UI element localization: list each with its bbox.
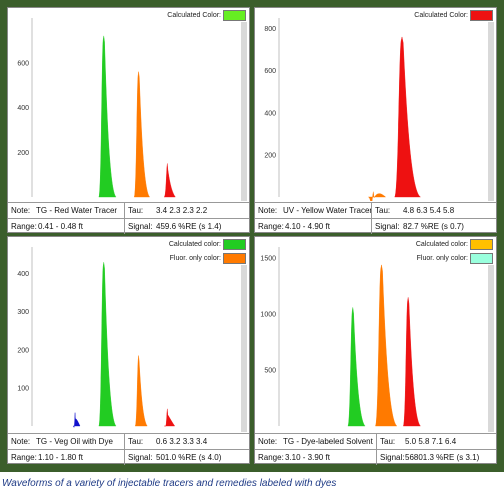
scrollbar[interactable] xyxy=(488,22,494,201)
y-tick-label: 200 xyxy=(17,347,29,354)
signal-label: Signal: xyxy=(128,222,153,231)
waveform-peak xyxy=(72,412,81,428)
y-tick-label: 200 xyxy=(17,150,29,157)
signal-value: 459.6 %RE (s 1.4) xyxy=(156,222,222,231)
figure-caption: Waveforms of a variety of injectable tra… xyxy=(2,478,337,489)
note-value: TG - Veg Oil with Dye xyxy=(36,437,113,446)
waveform-peak xyxy=(368,191,387,201)
range-row: Range: 1.10 - 1.80 ft Signal: 501.0 %RE … xyxy=(8,449,249,465)
y-tick-label: 600 xyxy=(17,60,29,67)
fluor-only-color-swatch xyxy=(223,253,246,264)
calculated-color-label: Calculated color: xyxy=(168,241,221,248)
range-label: Range: xyxy=(258,453,284,462)
y-tick-label: 300 xyxy=(17,309,29,316)
note-row: Note: TG - Veg Oil with Dye Tau: 0.6 3.2… xyxy=(8,433,249,449)
tau-value: 5.0 5.8 7.1 6.4 xyxy=(405,437,457,446)
y-tick-label: 800 xyxy=(264,26,276,33)
waveform-chart: 200 400 600 800 xyxy=(264,18,422,201)
range-value: 1.10 - 1.80 ft xyxy=(38,453,83,462)
note-value: UV - Yellow Water Tracer xyxy=(283,206,373,215)
note-row: Note: TG - Dye-labeled Solvent Tau: 5.0 … xyxy=(255,433,496,449)
tau-label: Tau: xyxy=(128,437,144,446)
signal-label: Signal: xyxy=(128,453,153,462)
waveform-peak xyxy=(347,307,366,427)
y-tick-label: 400 xyxy=(264,110,276,117)
calculated-color-label: Calculated Color: xyxy=(167,12,221,19)
range-label: Range: xyxy=(258,222,284,231)
signal-value: 82.7 %RE (s 0.7) xyxy=(403,222,464,231)
note-label: Note: xyxy=(258,206,278,215)
y-tick-label: 500 xyxy=(264,368,276,375)
tau-label: Tau: xyxy=(375,206,391,215)
y-tick-label: 400 xyxy=(17,271,29,278)
waveform-peak xyxy=(375,264,398,427)
note-label: Note: xyxy=(11,437,31,446)
range-label: Range: xyxy=(11,222,37,231)
waveform-peak xyxy=(98,262,117,427)
tau-value: 4.8 6.3 5.4 5.8 xyxy=(403,206,455,215)
y-tick-label: 100 xyxy=(17,385,29,392)
calculated-color-swatch xyxy=(223,10,246,21)
y-tick-label: 600 xyxy=(264,68,276,75)
waveform-panel-2: 200 400 600 800 Calculated Color: Note: UV … xyxy=(254,7,497,234)
note-value: TG - Dye-labeled Solvent xyxy=(283,437,373,446)
tau-label: Tau: xyxy=(380,437,396,446)
range-value: 4.10 - 4.90 ft xyxy=(285,222,330,231)
fluor-only-color-label: Fluor. only color: xyxy=(416,255,468,262)
waveform-chart: 100 200 300 400 xyxy=(17,247,176,428)
calculated-color-swatch xyxy=(470,239,493,250)
waveform-peak xyxy=(133,71,151,198)
waveform-panel-3: 100 200 300 400 Calculated color: Fluor. on… xyxy=(7,236,250,465)
signal-label: Signal: xyxy=(375,222,400,231)
range-value: 3.10 - 3.90 ft xyxy=(285,453,330,462)
calculated-color-swatch xyxy=(223,239,246,250)
waveform-plot: 100 200 300 400 xyxy=(8,237,249,430)
note-row: Note: TG - Red Water Tracer Tau: 3.4 2.3… xyxy=(8,202,249,218)
signal-label: Signal: xyxy=(380,453,405,462)
scrollbar[interactable] xyxy=(241,265,247,432)
signal-value: 56801.3 %RE (s 3.1) xyxy=(405,453,480,462)
waveform-peak xyxy=(394,36,422,198)
scrollbar[interactable] xyxy=(488,265,494,432)
waveform-panel-1: 200 400 600 Calculated Color: Note: TG - R… xyxy=(7,7,250,234)
y-tick-label: 1500 xyxy=(260,256,276,263)
tau-label: Tau: xyxy=(128,206,144,215)
scrollbar[interactable] xyxy=(241,22,247,201)
y-tick-label: 400 xyxy=(17,105,29,112)
waveform-peak xyxy=(163,163,176,198)
waveform-plot: 500 1000 1500 xyxy=(255,237,496,430)
waveform-peak xyxy=(134,355,148,427)
y-tick-label: 1000 xyxy=(260,312,276,319)
range-row: Range: 3.10 - 3.90 ft Signal: 56801.3 %R… xyxy=(255,449,496,465)
fluor-only-color-label: Fluor. only color: xyxy=(169,255,221,262)
range-row: Range: 0.41 - 0.48 ft Signal: 459.6 %RE … xyxy=(8,218,249,234)
note-label: Note: xyxy=(258,437,278,446)
waveform-chart: 200 400 600 xyxy=(17,18,176,198)
note-row: Note: UV - Yellow Water Tracer Tau: 4.8 … xyxy=(255,202,496,218)
note-label: Note: xyxy=(11,206,31,215)
waveform-chart: 500 1000 1500 xyxy=(260,247,421,427)
waveform-peak xyxy=(98,35,117,198)
tau-value: 3.4 2.3 2.3 2.2 xyxy=(156,206,208,215)
range-row: Range: 4.10 - 4.90 ft Signal: 82.7 %RE (… xyxy=(255,218,496,234)
range-value: 0.41 - 0.48 ft xyxy=(38,222,83,231)
waveform-plot: 200 400 600 xyxy=(8,8,249,201)
range-label: Range: xyxy=(11,453,37,462)
signal-value: 501.0 %RE (s 4.0) xyxy=(156,453,222,462)
note-value: TG - Red Water Tracer xyxy=(36,206,118,215)
calculated-color-swatch xyxy=(470,10,493,21)
calculated-color-label: Calculated color: xyxy=(415,241,468,248)
y-tick-label: 200 xyxy=(264,152,276,159)
tau-value: 0.6 3.2 3.3 3.4 xyxy=(156,437,208,446)
waveform-peak xyxy=(164,408,176,427)
waveform-peak xyxy=(403,297,421,427)
calculated-color-label: Calculated Color: xyxy=(414,12,468,19)
fluor-only-color-swatch xyxy=(470,253,493,264)
waveform-plot: 200 400 600 800 xyxy=(255,8,496,201)
waveform-panel-4: 500 1000 1500 Calculated color: Fluor. onl… xyxy=(254,236,497,465)
